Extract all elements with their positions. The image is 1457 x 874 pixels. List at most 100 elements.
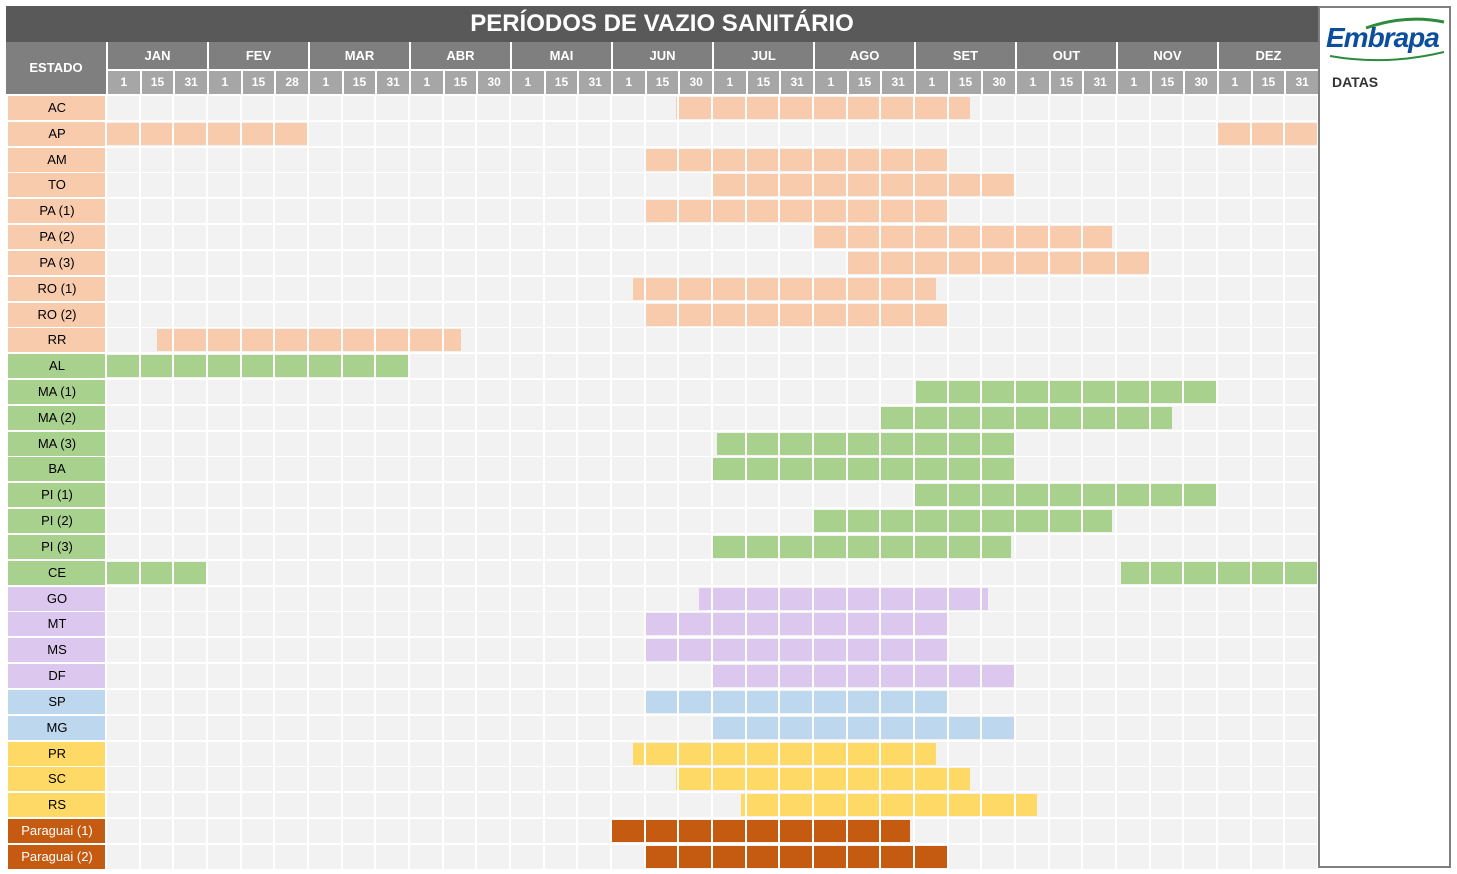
- grid-line: [913, 664, 915, 689]
- grid-line: [812, 354, 814, 379]
- grid-line: [576, 354, 579, 379]
- grid-line: [980, 483, 983, 508]
- grid-line: [475, 612, 478, 637]
- grid-line: [1182, 199, 1185, 224]
- day-header: 31: [779, 71, 813, 94]
- grid-line: [879, 534, 882, 559]
- grid-line: [1283, 405, 1286, 430]
- grid-line: [1148, 793, 1151, 818]
- period-bar: [644, 845, 948, 868]
- grid-line: [980, 96, 983, 120]
- grid-line: [1148, 302, 1151, 327]
- grid-line: [340, 560, 343, 585]
- grid-line: [273, 664, 276, 689]
- grid-line: [307, 121, 309, 146]
- grid-line: [576, 276, 579, 301]
- grid-line: [105, 844, 107, 869]
- grid-line: [845, 405, 848, 430]
- grid-line: [475, 96, 478, 120]
- grid-line: [1283, 767, 1286, 792]
- month-header-out: OUT: [1015, 42, 1116, 69]
- grid-line: [374, 276, 377, 301]
- grid-line: [509, 457, 511, 482]
- period-bar: [1120, 561, 1318, 584]
- grid-line: [408, 225, 410, 250]
- grid-line: [610, 431, 612, 456]
- grid-line: [340, 405, 343, 430]
- grid-line: [408, 793, 410, 818]
- grid-line: [980, 380, 983, 405]
- row-separator: [6, 662, 1318, 665]
- grid-line: [1216, 405, 1218, 430]
- grid-line: [206, 793, 208, 818]
- state-label: MA (2): [8, 405, 106, 430]
- grid-line: [946, 302, 949, 327]
- row-separator: [6, 326, 1318, 329]
- grid-line: [408, 302, 410, 327]
- grid-line: [610, 147, 612, 172]
- grid-line: [711, 96, 713, 120]
- grid-line: [1081, 199, 1084, 224]
- day-header: 15: [1250, 71, 1285, 94]
- period-bar: [644, 613, 948, 636]
- grid-line: [744, 380, 747, 405]
- grid-line: [408, 250, 410, 275]
- grid-line: [778, 431, 781, 456]
- day-header: 31: [577, 71, 611, 94]
- grid-line: [340, 844, 343, 869]
- grid-line: [845, 173, 848, 198]
- grid-line: [206, 612, 208, 637]
- grid-line: [778, 664, 781, 689]
- grid-line: [812, 689, 814, 714]
- grid-line: [610, 586, 612, 611]
- grid-line: [1081, 483, 1084, 508]
- grid-line: [542, 793, 545, 818]
- grid-line: [1182, 147, 1185, 172]
- day-header: 1: [1217, 71, 1251, 94]
- grid-line: [509, 199, 511, 224]
- grid-line: [105, 818, 107, 843]
- month-header-jul: JUL: [712, 42, 813, 69]
- grid-line: [1148, 638, 1151, 663]
- grid-line: [542, 586, 545, 611]
- grid-line: [408, 96, 410, 120]
- grid-line: [980, 250, 983, 275]
- grid-line: [1081, 509, 1084, 534]
- grid-line: [273, 173, 276, 198]
- grid-line: [408, 638, 410, 663]
- state-label: PI (2): [8, 509, 106, 534]
- state-label: AM: [8, 147, 106, 172]
- grid-line: [475, 715, 478, 740]
- grid-line: [441, 612, 444, 637]
- grid-line: [845, 250, 848, 275]
- grid-line: [172, 225, 175, 250]
- grid-line: [1047, 767, 1050, 792]
- grid-line: [1014, 225, 1016, 250]
- grid-line: [677, 664, 680, 689]
- grid-line: [744, 844, 747, 869]
- grid-line: [576, 225, 579, 250]
- grid-line: [980, 586, 983, 611]
- grid-line: [1182, 767, 1185, 792]
- grid-line: [1014, 96, 1016, 120]
- grid-line: [711, 483, 713, 508]
- grid-line: [172, 612, 175, 637]
- grid-line: [576, 173, 579, 198]
- grid-line: [576, 483, 579, 508]
- state-label: MG: [8, 715, 106, 740]
- grid-line: [105, 302, 107, 327]
- grid-line: [711, 457, 713, 482]
- grid-line: [374, 612, 377, 637]
- row-separator: [6, 636, 1318, 639]
- grid-line: [172, 96, 175, 120]
- grid-line: [475, 199, 478, 224]
- grid-line: [980, 715, 983, 740]
- grid-line: [610, 612, 612, 637]
- day-header: 15: [442, 71, 477, 94]
- grid-line: [475, 431, 478, 456]
- grid-line: [105, 741, 107, 766]
- state-label: AC: [8, 96, 106, 120]
- period-bar: [712, 665, 1015, 688]
- day-header: 1: [1015, 71, 1049, 94]
- grid-line: [1047, 173, 1050, 198]
